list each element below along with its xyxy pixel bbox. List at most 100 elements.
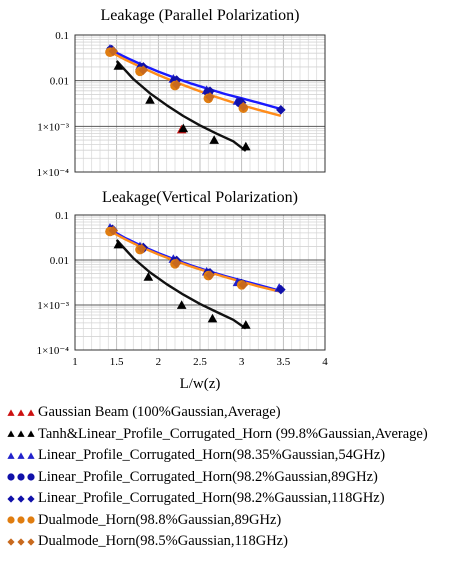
- legend-symbol-circle: [7, 473, 15, 481]
- data-point-series-6: [171, 258, 182, 268]
- x-tick-label: 4: [322, 356, 328, 368]
- legend-markers: [6, 492, 36, 506]
- legend-label: Gaussian Beam (100%Gaussian,Average): [38, 404, 281, 421]
- data-point-series-6: [136, 243, 147, 254]
- x-tick-label: 2.5: [193, 356, 207, 368]
- data-point-series-5: [205, 86, 215, 96]
- legend-symbol-triangle: [27, 409, 35, 416]
- legend-label: Linear_Profile_Corrugated_Horn(98.2%Gaus…: [38, 490, 385, 507]
- legend-symbol-triangle: [7, 452, 15, 459]
- legend-symbol-diamond: [17, 495, 25, 503]
- data-point-series-6: [238, 280, 249, 290]
- legend-symbol-triangle: [27, 430, 35, 438]
- x-tick-label: 3.5: [276, 356, 290, 368]
- legend-marker-circle-icon: [7, 473, 35, 481]
- legend-marker-circle-icon: [7, 516, 35, 524]
- legend-label: Dualmode_Horn(98.8%Gaussian,89GHz): [38, 511, 282, 528]
- legend-symbol-circle: [27, 516, 35, 524]
- legend-markers: [6, 535, 36, 549]
- x-tick-label: 3: [239, 356, 245, 368]
- x-tick-label: 1.5: [110, 356, 124, 368]
- x-axis-label: L/w(z): [180, 376, 221, 392]
- data-point-series-2: [145, 95, 155, 104]
- data-point-series-7: [205, 92, 215, 102]
- data-point-series-1: [176, 300, 187, 309]
- data-point-series-1: [143, 272, 154, 281]
- legend-symbol-triangle: [17, 452, 25, 459]
- legend-label: Linear_Profile_Corrugated_Horn(98.35%Gau…: [38, 447, 386, 464]
- fit-curve-1: [107, 47, 282, 111]
- legend-symbol-triangle: [17, 409, 25, 416]
- legend-marker-diamond-icon: [7, 538, 35, 546]
- legend-symbol-circle: [27, 473, 35, 481]
- data-point-series-1: [207, 313, 218, 323]
- y-tick-label: 0.01: [50, 76, 69, 88]
- y-tick-label: 0.01: [50, 255, 69, 267]
- legend-symbol-diamond: [27, 538, 35, 546]
- legend-item: Gaussian Beam (100%Gaussian,Average): [6, 402, 467, 424]
- data-point-series-1: [113, 239, 124, 249]
- y-tick-label: 0.1: [55, 210, 69, 222]
- data-point-series-6: [205, 270, 215, 280]
- fit-curve-3: [115, 60, 247, 152]
- legend-markers: [6, 427, 36, 441]
- data-point-series-7: [138, 65, 149, 75]
- legend-item: Tanh&Linear_Profile_Corrugated_Horn (99.…: [6, 424, 467, 446]
- legend-symbol-triangle: [7, 409, 15, 416]
- y-tick-label: 1×10⁻³: [37, 121, 70, 133]
- legend-item: Linear_Profile_Corrugated_Horn(98.2%Gaus…: [6, 467, 467, 489]
- legend-symbol-diamond: [7, 495, 15, 503]
- data-point-series-5: [276, 105, 286, 115]
- legend-marker-triangle-icon: [7, 430, 35, 438]
- legend-marker-triangle-icon: [7, 409, 35, 416]
- data-point-series-7: [238, 101, 249, 112]
- y-tick-label: 1×10⁻⁴: [37, 167, 70, 179]
- data-point-series-4: [276, 284, 286, 295]
- legend-item: Linear_Profile_Corrugated_Horn(98.35%Gau…: [6, 445, 467, 467]
- data-point-series-2: [178, 123, 189, 133]
- legend-symbol-diamond: [27, 495, 35, 503]
- legend-markers: [6, 449, 36, 463]
- legend-markers: [6, 470, 36, 484]
- y-tick-label: 1×10⁻⁴: [37, 345, 70, 357]
- data-point-series-2: [241, 141, 251, 151]
- legend-marker-triangle-icon: [7, 452, 35, 459]
- plot-frame: [74, 214, 326, 351]
- legend-symbol-triangle: [17, 430, 25, 438]
- data-point-series-2: [209, 135, 219, 144]
- plot-frame: [74, 34, 326, 173]
- x-tick-label: 2: [156, 356, 162, 368]
- legend-markers: [6, 406, 36, 420]
- legend-item: Dualmode_Horn(98.5%Gaussian,118GHz): [6, 531, 467, 553]
- legend-item: Linear_Profile_Corrugated_Horn(98.2%Gaus…: [6, 488, 467, 510]
- legend-label: Tanh&Linear_Profile_Corrugated_Horn (99.…: [38, 425, 428, 442]
- data-point-series-2: [113, 61, 124, 70]
- y-tick-label: 1×10⁻³: [37, 300, 70, 312]
- legend-item: Dualmode_Horn(98.8%Gaussian,89GHz): [6, 510, 467, 532]
- x-tick-label: 1: [72, 356, 78, 368]
- legend-symbol-circle: [17, 473, 25, 481]
- legend-marker-diamond-icon: [7, 495, 35, 503]
- data-point-series-6: [108, 225, 119, 236]
- legend-symbol-triangle: [7, 430, 15, 438]
- chart-2: Leakage(Vertical Polarization) 0.1 0.01 1×1…: [37, 189, 329, 392]
- legend-symbol-diamond: [7, 538, 15, 546]
- chart-legend: Gaussian Beam (100%Gaussian,Average) Tanh…: [6, 402, 467, 553]
- data-point-series-1: [241, 320, 251, 329]
- legend-symbol-diamond: [17, 538, 25, 546]
- y-tick-label: 0.1: [55, 30, 69, 42]
- data-point-series-7: [171, 79, 182, 90]
- fit-curve-3: [115, 239, 247, 330]
- legend-markers: [6, 513, 36, 527]
- legend-label: Linear_Profile_Corrugated_Horn(98.2%Gaus…: [38, 468, 378, 485]
- chart-title: Leakage (Parallel Polarization): [100, 7, 299, 24]
- fit-curve-2: [107, 229, 280, 293]
- legend-label: Dualmode_Horn(98.5%Gaussian,118GHz): [38, 533, 288, 550]
- legend-symbol-triangle: [27, 452, 35, 459]
- legend-symbol-circle: [17, 516, 25, 524]
- legend-symbol-circle: [7, 516, 15, 524]
- chart-1: Leakage (Parallel Polarization) 0.1 0.01 1×…: [37, 7, 326, 179]
- chart-title: Leakage(Vertical Polarization): [102, 189, 298, 206]
- leakage-figure: Leakage (Parallel Polarization) 0.1 0.01 1×…: [37, 7, 329, 392]
- data-point-series-7: [108, 46, 119, 57]
